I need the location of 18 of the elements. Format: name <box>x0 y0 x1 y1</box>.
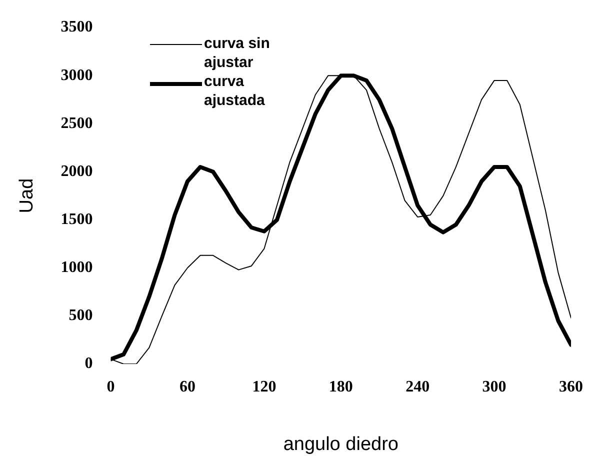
y-tick-label: 2000 <box>60 162 93 180</box>
y-tick-label: 500 <box>68 307 93 324</box>
x-tick-label: 60 <box>180 378 196 396</box>
y-tick-label: 1000 <box>60 259 93 276</box>
x-tick-label: 240 <box>406 378 430 396</box>
y-axis-title: Uad <box>16 178 38 214</box>
x-tick-label: 180 <box>328 378 353 396</box>
y-tick-label: 0 <box>84 355 93 372</box>
y-tick-label: 1500 <box>60 210 93 228</box>
x-tick-label: 360 <box>559 378 583 396</box>
x-tick-label: 300 <box>482 378 506 396</box>
x-axis-title: angulo diedro <box>283 434 398 455</box>
legend-label: curva ajustada <box>204 72 266 110</box>
x-tick-label: 120 <box>252 378 276 396</box>
y-tick-label: 2500 <box>60 114 93 132</box>
y-tick-label: 3500 <box>60 18 93 36</box>
x-tick-label: 0 <box>106 378 115 396</box>
y-tick-label: 3000 <box>60 66 93 84</box>
